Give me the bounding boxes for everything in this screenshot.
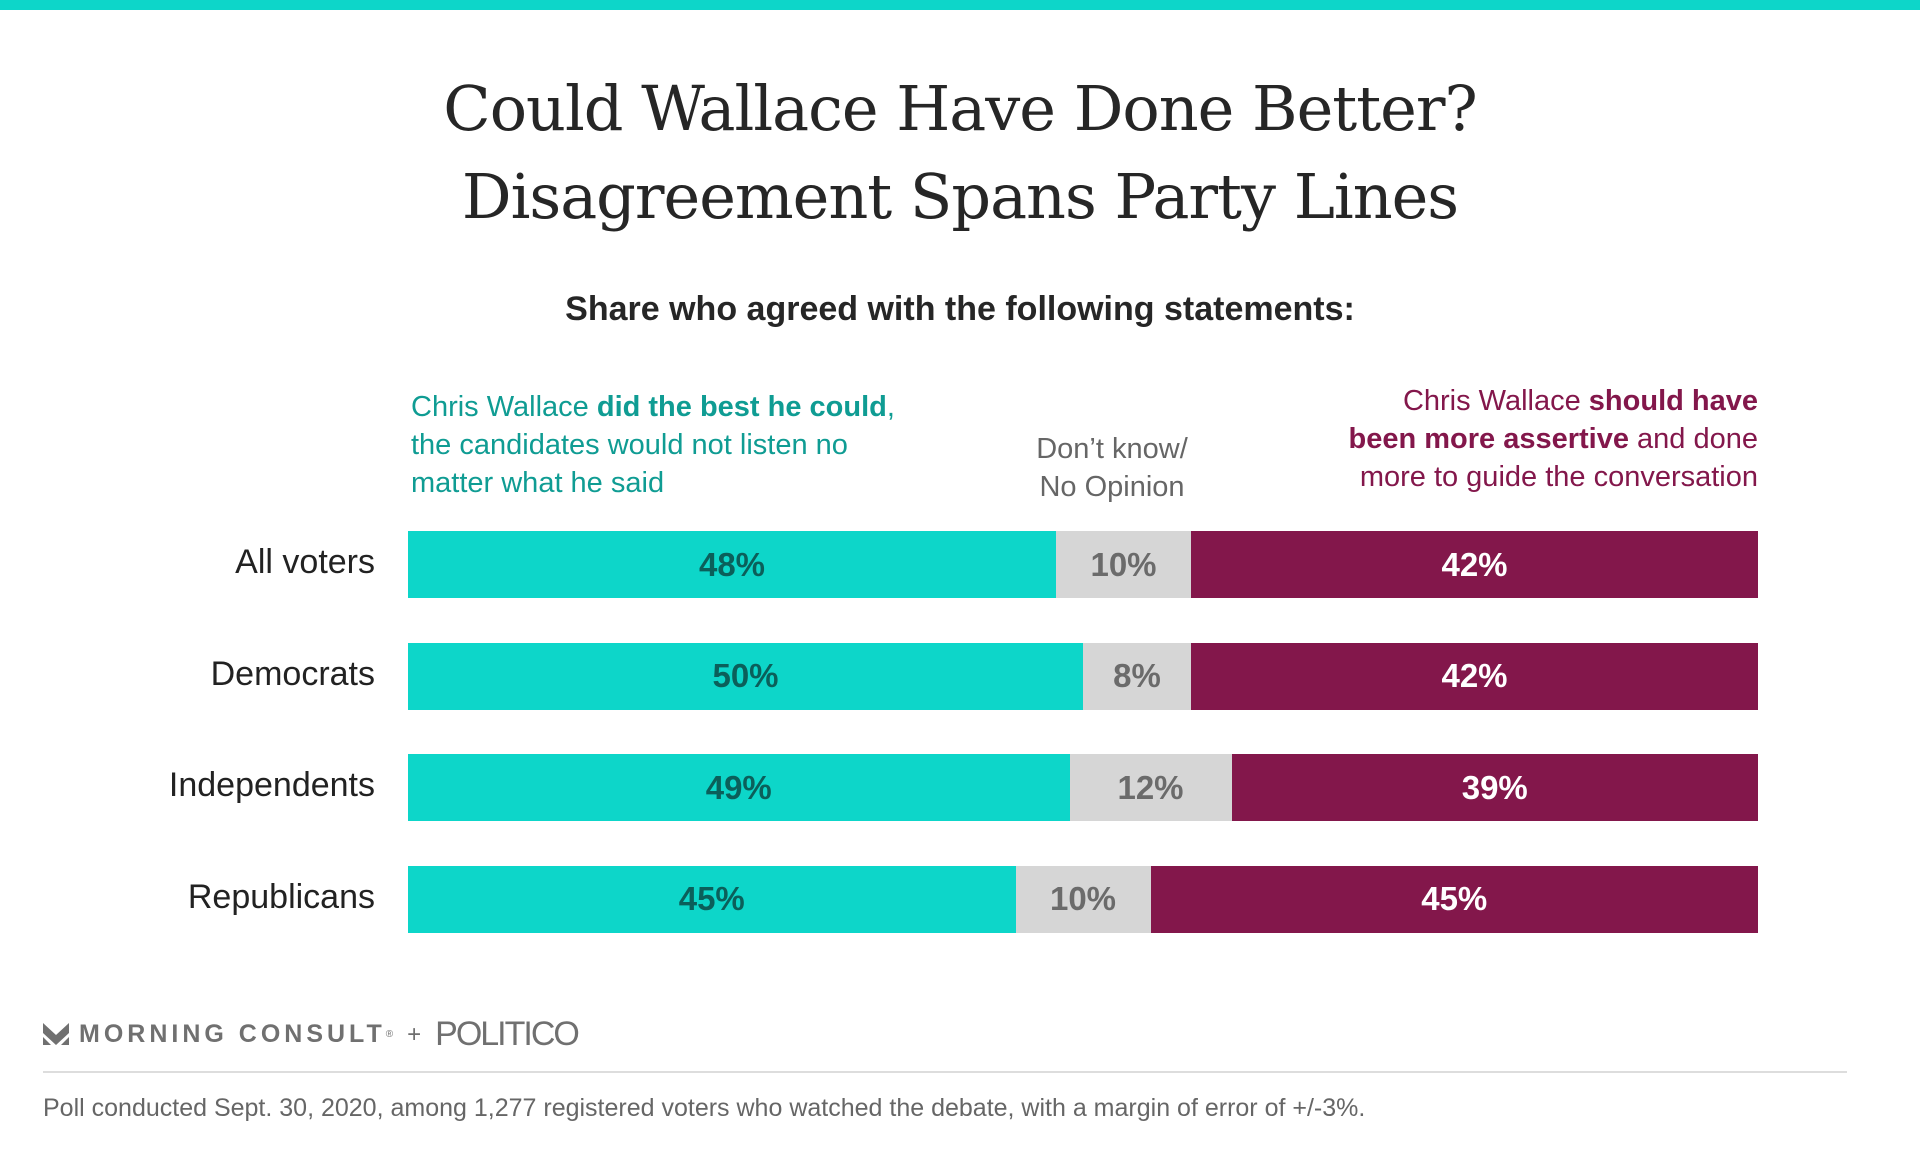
data-label: 49% — [705, 768, 772, 806]
bar-agree: 45% — [408, 865, 1016, 933]
data-label: 45% — [1421, 880, 1488, 917]
morning-consult-logo-icon — [43, 1022, 69, 1045]
legend-text: Chris Wallace — [1402, 385, 1589, 417]
data-label: 10% — [1049, 880, 1117, 917]
data-label: 42% — [1441, 657, 1508, 694]
legend-text: Don’t know/ — [1036, 433, 1188, 465]
legend-text: the candidates would not listen no — [411, 429, 848, 461]
legend-neutral: Don’t know/ No Opinion — [960, 430, 1264, 506]
bar-agree: 49% — [408, 754, 1070, 821]
footer-divider — [43, 1071, 1847, 1073]
morning-consult-wordmark: MORNING CONSULT — [79, 1020, 386, 1048]
bar-neutral: 10% — [1056, 531, 1191, 598]
legend-text: Chris Wallace — [411, 391, 597, 423]
legend-assertive: Chris Wallace should have been more asse… — [1349, 382, 1759, 496]
legend-text: matter what he said — [411, 467, 665, 499]
chart-title-line-1: Could Wallace Have Done Better? — [443, 72, 1477, 145]
chart-subtitle: Share who agreed with the following stat… — [565, 290, 1355, 328]
legend-agree: Chris Wallace did the best he could, the… — [411, 388, 895, 502]
legend-bold: should have — [1588, 385, 1758, 417]
data-label: 8% — [1113, 657, 1161, 694]
bar-assertive: 42% — [1191, 531, 1758, 598]
data-label: 50% — [712, 657, 779, 694]
data-label: 10% — [1090, 545, 1157, 583]
legend-text: more to guide the conversation — [1359, 461, 1758, 493]
legend-text: No Opinion — [1039, 471, 1185, 503]
data-label: 42% — [1441, 545, 1508, 583]
bar-agree: 50% — [408, 642, 1083, 710]
legend-bold: did the best he could — [596, 391, 887, 423]
row-label: Republicans — [187, 877, 375, 916]
legend-bold: been more assertive — [1348, 423, 1629, 455]
row-label: All voters — [235, 543, 375, 581]
plus-sign: + — [407, 1020, 422, 1048]
data-label: 45% — [678, 880, 745, 917]
legend-text: and done — [1628, 423, 1758, 455]
bar-assertive: 45% — [1150, 865, 1758, 933]
bar-assertive: 42% — [1191, 642, 1758, 710]
bar-agree: 48% — [408, 531, 1056, 598]
legend-text: , — [886, 391, 895, 423]
footnote: Poll conducted Sept. 30, 2020, among 1,2… — [43, 1094, 1366, 1122]
registered-mark: ® — [385, 1029, 394, 1040]
politico-wordmark: POLITICO — [435, 1015, 580, 1053]
data-label: 39% — [1461, 768, 1528, 806]
bar-assertive: 39% — [1231, 754, 1758, 821]
data-label: 12% — [1117, 768, 1184, 806]
data-label: 48% — [698, 545, 766, 583]
top-accent-bar — [0, 0, 1920, 10]
row-label: Independents — [168, 766, 375, 804]
branding: MORNING CONSULT ® + POLITICO — [43, 1015, 580, 1054]
row-label: Democrats — [210, 654, 375, 693]
chart-title-line-2: Disagreement Spans Party Lines — [461, 160, 1459, 233]
bar-neutral: 8% — [1083, 642, 1191, 710]
bar-neutral: 10% — [1015, 865, 1151, 933]
bar-neutral: 12% — [1069, 754, 1232, 821]
